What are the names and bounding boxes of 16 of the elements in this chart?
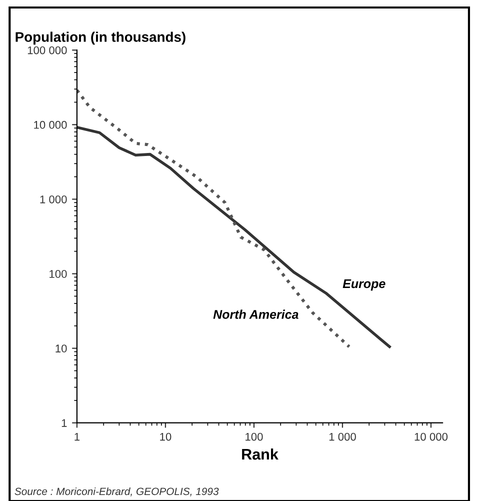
y-tick-label: 100 bbox=[50, 270, 67, 278]
x-tick-label: 10 000 bbox=[414, 432, 448, 441]
chart-title: Population (in thousands) bbox=[16, 32, 186, 45]
x-tick-label: 10 bbox=[160, 432, 172, 441]
y-tick-label: 10 bbox=[56, 344, 67, 352]
series-label: North America bbox=[213, 310, 298, 319]
x-tick-label: 1 bbox=[74, 432, 80, 441]
y-tick-label: 1 bbox=[62, 419, 67, 427]
x-tick-label: 1 000 bbox=[329, 432, 356, 441]
y-tick-label: 1 000 bbox=[40, 195, 67, 204]
source-note: Source : Moriconi-Ebrard, GEOPOLIS, 1993 bbox=[14, 487, 219, 496]
series-label: Europe bbox=[342, 279, 386, 291]
y-tick-label: 100 000 bbox=[28, 46, 67, 54]
y-tick-label: 10 000 bbox=[34, 120, 67, 129]
x-axis-title: Rank bbox=[242, 448, 278, 460]
x-tick-label: 100 bbox=[246, 432, 263, 441]
